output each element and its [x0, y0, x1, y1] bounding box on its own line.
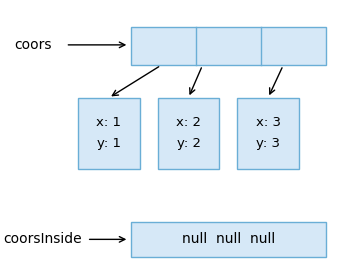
Text: null  null  null: null null null [182, 232, 275, 246]
FancyBboxPatch shape [158, 98, 219, 169]
Text: x: 2
y: 2: x: 2 y: 2 [176, 116, 201, 150]
Text: x: 3
y: 3: x: 3 y: 3 [256, 116, 281, 150]
Text: coors: coors [14, 38, 52, 52]
FancyBboxPatch shape [131, 27, 326, 65]
Text: coorsInside: coorsInside [4, 232, 82, 246]
FancyBboxPatch shape [78, 98, 140, 169]
FancyBboxPatch shape [131, 222, 326, 257]
Text: x: 1
y: 1: x: 1 y: 1 [96, 116, 121, 150]
FancyBboxPatch shape [237, 98, 299, 169]
